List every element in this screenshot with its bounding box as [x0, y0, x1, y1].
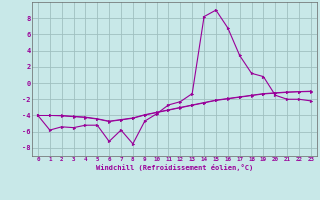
X-axis label: Windchill (Refroidissement éolien,°C): Windchill (Refroidissement éolien,°C): [96, 164, 253, 171]
